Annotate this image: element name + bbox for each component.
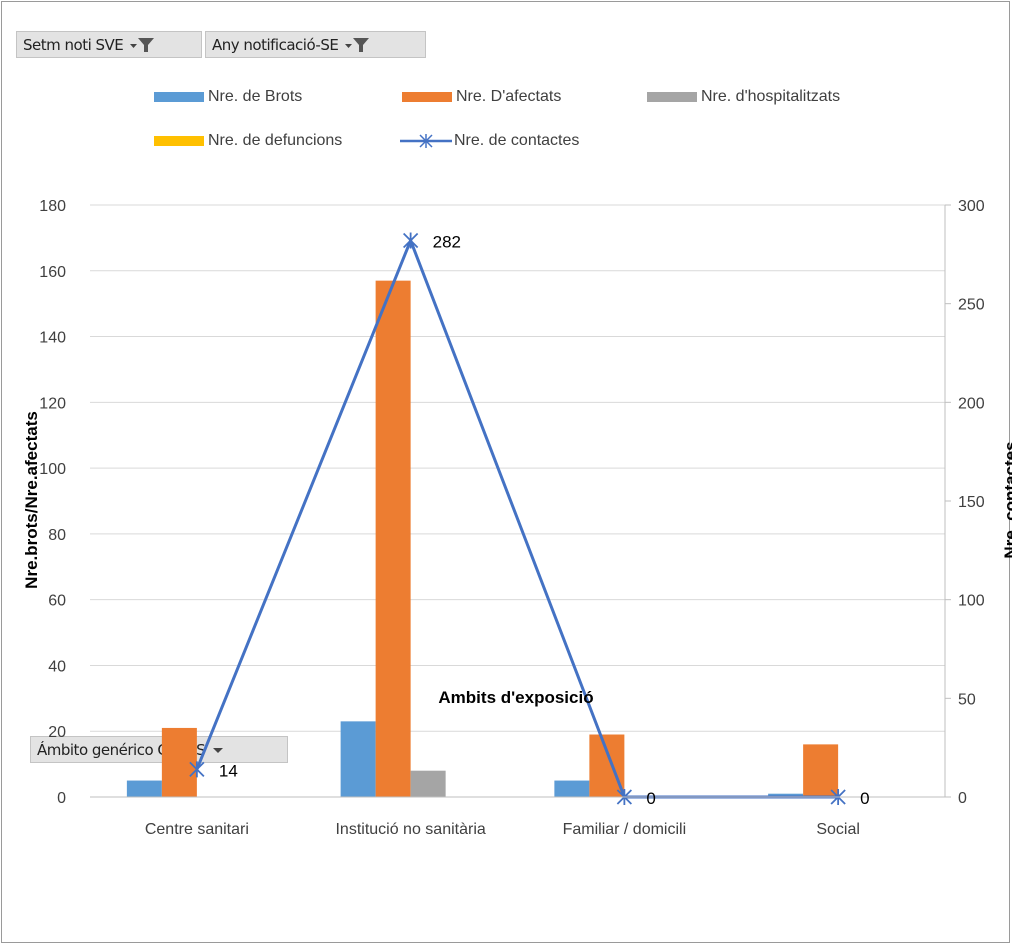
- filter-icon: [345, 37, 370, 52]
- legend-line-swatch: [400, 134, 452, 148]
- contacts-data-label: 0: [646, 789, 655, 808]
- y-tick-label: 180: [39, 198, 66, 215]
- bar: [410, 770, 446, 797]
- legend-label: Nre. de defuncions: [208, 132, 343, 149]
- y-tick-label: 100: [39, 461, 66, 478]
- week-filter-label: Setm noti SVE: [23, 35, 124, 54]
- legend-item-contactes: Nre. de contactes: [400, 132, 579, 150]
- legend-label: Nre. d'hospitalitzats: [701, 88, 841, 105]
- y-tick-label: 140: [39, 330, 66, 347]
- legend-swatch: [154, 136, 204, 146]
- y2-tick-label: 50: [958, 691, 976, 708]
- y2-axis-title: Nre. contactes: [1001, 441, 1012, 558]
- x-tick-label: Centre sanitari: [145, 821, 249, 838]
- y2-tick-label: 150: [958, 494, 985, 511]
- y2-tick-label: 100: [958, 593, 985, 610]
- y-tick-label: 60: [48, 593, 66, 610]
- contacts-line: [195, 236, 839, 799]
- legend-label: Nre. de contactes: [454, 132, 580, 149]
- legend-item-hospitalitzats: Nre. d'hospitalitzats: [647, 88, 840, 106]
- y-axis-title: Nre.brots/Nre.afectats: [22, 411, 41, 589]
- chevron-down-icon: [213, 747, 224, 753]
- year-filter-button[interactable]: Any notificació-SE: [205, 31, 426, 58]
- bar: [340, 721, 376, 797]
- contacts-data-label: 0: [860, 789, 869, 808]
- x-tick-label: Institució no sanitària: [335, 821, 485, 838]
- legend-swatch: [402, 92, 452, 102]
- y-tick-label: 40: [48, 658, 66, 675]
- y-tick-label: 80: [48, 527, 66, 544]
- y-tick-label: 0: [57, 790, 66, 807]
- bar: [803, 744, 839, 797]
- y2-tick-label: 0: [958, 790, 967, 807]
- bar: [768, 793, 804, 797]
- bar: [589, 734, 625, 797]
- year-filter-label: Any notificació-SE: [212, 35, 339, 54]
- contacts-point: [402, 232, 419, 249]
- legend-label: Nre. de Brots: [208, 88, 303, 105]
- legend-label: Nre. D'afectats: [456, 88, 562, 105]
- y2-tick-label: 300: [958, 198, 985, 215]
- bar: [126, 780, 162, 797]
- contacts-point: [189, 761, 205, 778]
- contacts-data-label: 282: [433, 233, 461, 252]
- filter-icon: [130, 37, 155, 52]
- bar: [161, 727, 197, 797]
- y-tick-label: 120: [39, 395, 66, 412]
- bar: [375, 280, 411, 798]
- legend-item-defuncions: Nre. de defuncions: [154, 132, 342, 150]
- bar: [554, 780, 590, 797]
- x-axis-title: Ambits d'exposició: [438, 688, 593, 707]
- y-tick-label: 20: [48, 724, 66, 741]
- legend-swatch: [154, 92, 204, 102]
- x-tick-label: Familiar / domicili: [563, 821, 687, 838]
- contacts-data-label: 14: [219, 761, 238, 780]
- y2-tick-label: 200: [958, 395, 985, 412]
- x-tick-label: Social: [816, 821, 860, 838]
- legend-item-brots: Nre. de Brots: [154, 88, 302, 106]
- week-filter-button[interactable]: Setm noti SVE: [16, 31, 202, 58]
- y2-tick-label: 250: [958, 297, 985, 314]
- legend-swatch: [647, 92, 697, 102]
- y-tick-label: 160: [39, 264, 66, 281]
- legend-item-afectats: Nre. D'afectats: [402, 88, 561, 106]
